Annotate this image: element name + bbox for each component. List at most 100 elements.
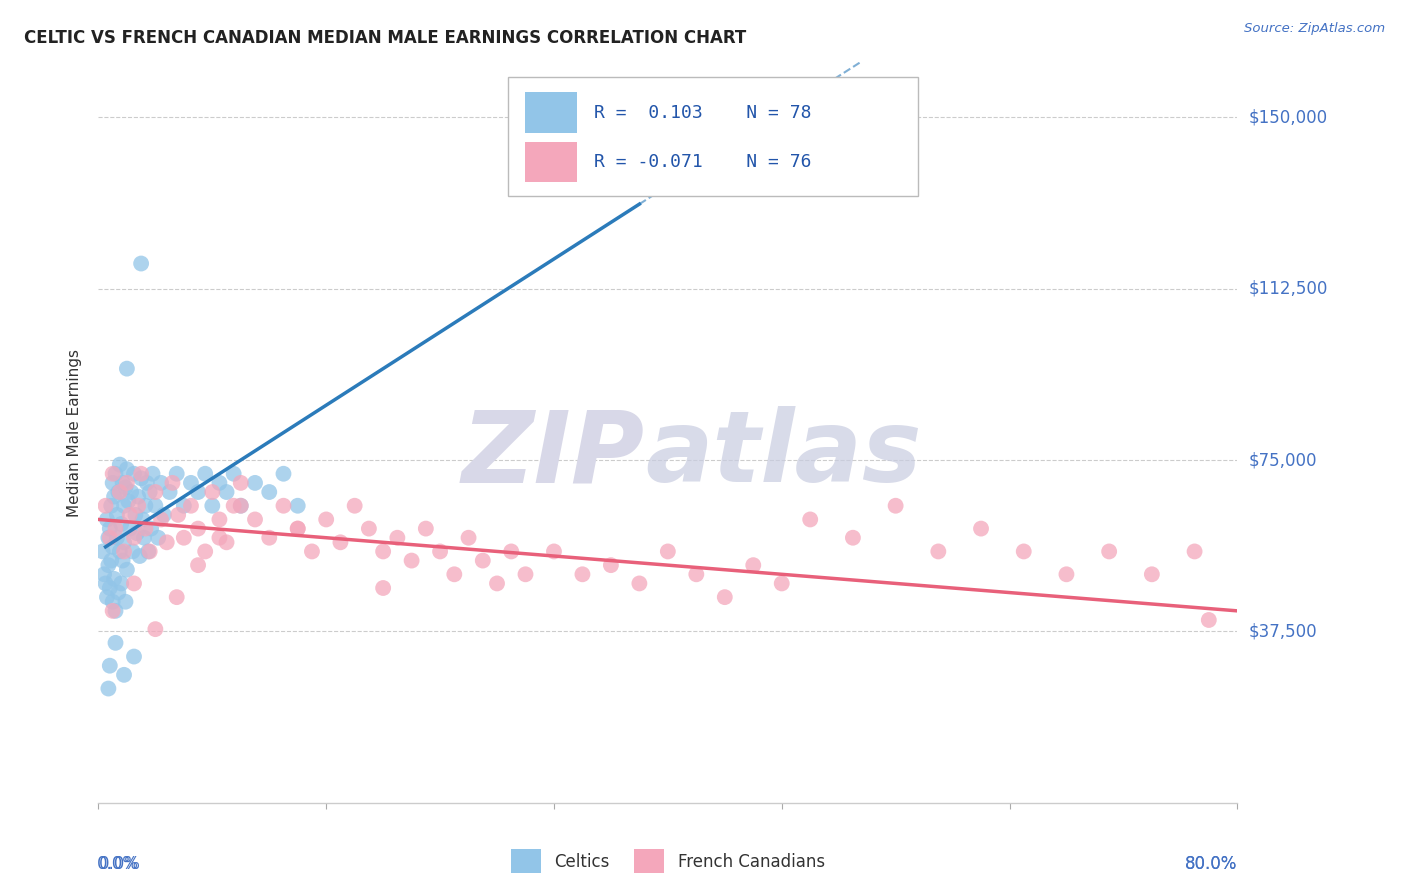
Point (138, 485, 160, 500)
Point (770, 576, 793, 591)
Point (1140, 567, 1163, 582)
Point (287, 522, 309, 536)
Point (115, 475, 138, 490)
Point (415, 522, 437, 536)
Point (222, 499, 245, 513)
Point (229, 499, 252, 513)
Point (187, 522, 209, 536)
Point (107, 585, 129, 599)
Point (108, 485, 131, 500)
Point (148, 531, 170, 545)
Point (166, 590, 188, 604)
Point (166, 467, 188, 481)
Text: R =  0.103    N = 78: R = 0.103 N = 78 (593, 103, 811, 122)
Point (138, 544, 160, 558)
Point (429, 544, 451, 558)
Point (91, 544, 114, 558)
Point (194, 467, 217, 481)
Point (543, 544, 565, 558)
Legend: Celtics, French Canadians: Celtics, French Canadians (505, 843, 831, 880)
Point (329, 535, 352, 549)
Point (159, 485, 181, 500)
Point (111, 553, 134, 567)
Point (153, 508, 176, 522)
Point (443, 567, 465, 582)
Point (96, 590, 118, 604)
Point (201, 499, 224, 513)
Point (150, 512, 173, 526)
Y-axis label: Median Male Earnings: Median Male Earnings (67, 349, 83, 516)
Text: $112,500: $112,500 (1249, 280, 1327, 298)
Point (107, 485, 129, 500)
Point (259, 531, 281, 545)
Point (124, 508, 146, 522)
Point (208, 512, 231, 526)
Point (112, 544, 135, 558)
Point (108, 458, 131, 472)
Point (141, 467, 163, 481)
Point (156, 535, 179, 549)
Point (98, 522, 121, 536)
Point (112, 535, 135, 549)
Point (501, 544, 523, 558)
Point (162, 475, 184, 490)
Point (173, 531, 195, 545)
Point (357, 522, 380, 536)
Point (103, 572, 125, 586)
Point (122, 467, 145, 481)
Point (131, 512, 153, 526)
Point (243, 475, 266, 490)
Point (122, 576, 145, 591)
Point (134, 522, 156, 536)
Point (1098, 544, 1121, 558)
Point (110, 516, 132, 531)
Point (132, 531, 155, 545)
Text: CELTIC VS FRENCH CANADIAN MEDIAN MALE EARNINGS CORRELATION CHART: CELTIC VS FRENCH CANADIAN MEDIAN MALE EA… (24, 29, 747, 47)
Point (101, 475, 124, 490)
Point (215, 485, 238, 500)
Point (457, 531, 479, 545)
Point (104, 467, 127, 481)
Point (180, 475, 202, 490)
Point (94, 499, 117, 513)
FancyBboxPatch shape (526, 142, 576, 182)
Point (145, 485, 167, 500)
Point (194, 544, 217, 558)
Point (215, 535, 238, 549)
Point (685, 567, 707, 582)
Point (110, 576, 132, 591)
Point (243, 512, 266, 526)
Point (287, 499, 309, 513)
Text: $75,000: $75,000 (1249, 451, 1317, 469)
Text: atlas: atlas (645, 407, 921, 503)
Point (222, 467, 245, 481)
Point (373, 544, 395, 558)
Point (571, 567, 593, 582)
Point (118, 508, 141, 522)
Text: Source: ZipAtlas.com: Source: ZipAtlas.com (1244, 22, 1385, 36)
Point (115, 462, 138, 476)
Point (118, 522, 141, 536)
Point (122, 531, 145, 545)
Point (134, 499, 156, 513)
Point (229, 499, 252, 513)
Point (115, 361, 138, 376)
Point (373, 581, 395, 595)
Point (94, 576, 117, 591)
Text: ZIP: ZIP (463, 407, 645, 503)
Point (208, 531, 231, 545)
Point (387, 531, 409, 545)
Point (315, 512, 337, 526)
Point (927, 544, 949, 558)
Point (129, 467, 152, 481)
Point (287, 522, 309, 536)
Point (273, 499, 295, 513)
Point (884, 499, 907, 513)
Point (120, 485, 142, 500)
Point (273, 467, 295, 481)
Text: 80.0%: 80.0% (1185, 855, 1237, 872)
Point (97, 531, 120, 545)
Point (714, 590, 737, 604)
Point (97, 558, 120, 573)
Point (101, 595, 124, 609)
